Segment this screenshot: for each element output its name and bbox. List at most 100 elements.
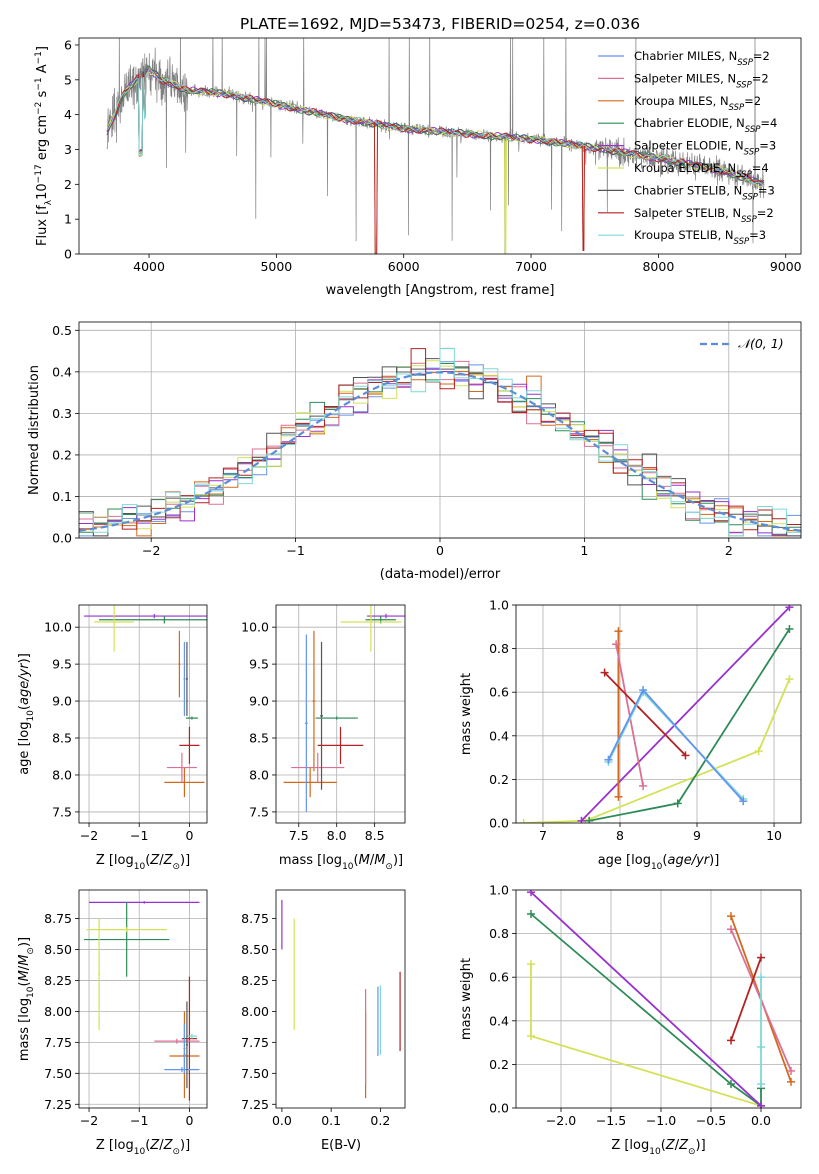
legend-entry: Salpeter MILES, NSSP=2 [634,71,769,90]
plot-area [79,348,801,537]
y-tick-label: 0.2 [489,1057,509,1072]
x-tick-label: 8 [616,828,624,843]
x-axis-label: (data-model)/error [380,567,501,582]
data-point [312,630,316,772]
data-point [317,726,364,764]
y-tick-label: 8.25 [44,973,72,988]
x-tick-label: 10 [766,828,782,843]
mass-vs-ebv-panel: 0.0 0.1 0.2 7.25 7.50 7.75 8.00 8.25 8.50 8.75 E(B… [241,889,406,1153]
mass-weight-vs-age-panel: 7 8 9 10 0.0 0.2 0.4 0.6 0.8 1.0 age [log10(age/yr… [459,598,802,872]
y-tick-label: 1.0 [489,883,509,898]
y-tick-label: 0.6 [489,685,509,700]
x-tick-label: 0.0 [272,1113,292,1128]
model-line-9 [106,69,765,187]
x-tick-label: 8.5 [365,828,385,843]
x-tick-label: −1.5 [596,1113,626,1128]
weight-marker [757,953,765,962]
x-axis-label: Z [log10(Z/Z⊙)] [96,853,190,872]
y-tick-label: 0 [64,247,72,262]
x-tick-label: 0.1 [321,1113,341,1128]
weight-marker [527,1032,535,1041]
data-point [99,616,207,624]
data-point [164,767,205,798]
legend: Chabrier MILES, NSSP=2 Salpeter MILES, NS… [598,49,777,247]
y-tick-label: 0.1 [52,489,72,504]
weight-marker [754,747,763,756]
y-tick-label: 7.50 [44,1066,72,1081]
y-tick-label: 8.50 [241,942,269,957]
data-point [186,1033,197,1039]
weight-marker [600,668,609,677]
weight-line-3 [580,606,791,822]
y-axis-label: mass weight [459,958,474,1040]
y-tick-label: 8.75 [241,911,269,926]
y-tick-label: 7.25 [44,1097,72,1112]
y-tick-label: 0.8 [489,641,509,656]
x-tick-label: −1 [130,1113,148,1128]
plot-area [283,605,405,812]
y-tick-label: 10.0 [44,620,72,635]
legend-entry: Chabrier ELODIE, NSSP=4 [634,116,777,135]
data-point [315,716,358,720]
weight-line-2 [530,913,762,1108]
y-tick-label: 8.0 [52,767,72,782]
y-tick-label: 8.5 [249,731,269,746]
weight-marker [639,781,648,790]
data-point [340,605,402,652]
y-tick-label: 7.25 [241,1097,269,1112]
y-tick-label: 0.4 [489,728,509,743]
x-tick-label: 2 [725,543,733,558]
legend-entry: Salpeter STELIB, NSSP=2 [634,206,774,225]
weight-marker [612,640,621,649]
y-tick-label: 0.5 [52,323,72,338]
x-tick-label: −2 [80,1113,98,1128]
axes-frame [515,604,802,824]
data-point [183,641,186,716]
weight-line-6 [603,671,687,757]
data-point [179,726,200,764]
y-tick-label: 7.5 [52,804,72,819]
weight-marker [757,1101,765,1108]
y-tick-label: 5 [64,72,72,87]
legend-entry: Salpeter ELODIE, NSSP=3 [634,139,776,158]
model-line-5 [106,68,765,187]
data-point [164,1067,200,1073]
data-point [291,752,345,783]
y-tick-label: 10.0 [241,620,269,635]
y-tick-label: 8.0 [249,767,269,782]
y-tick-label: 0.8 [489,926,509,941]
weight-line-3 [530,891,762,1107]
x-tick-label: −1 [286,543,304,558]
data-point [154,1038,200,1044]
data-point [183,1023,186,1074]
data-point [367,613,405,619]
normal-reference-curve [79,371,801,532]
y-tick-label: 0.0 [52,531,72,546]
y-tick-label: 0.4 [489,1013,509,1028]
axes-frame [78,37,802,255]
y-tick-label: 7.75 [241,1035,269,1050]
weight-marker [757,1042,765,1051]
x-tick-label: −1.0 [646,1113,676,1128]
x-tick-label: 9000 [770,259,802,274]
observed-spectrum-line [106,38,765,254]
plot-area [281,899,401,1099]
axes-frame [515,889,802,1109]
weight-marker [527,890,535,897]
weight-marker [727,1036,735,1045]
axes-frame [78,321,802,539]
weight-marker [681,751,690,760]
y-tick-label: 8.75 [44,911,72,926]
chart-title: PLATE=1692, MJD=53473, FIBERID=0254, z=0… [240,15,640,33]
y-tick-label: 7.5 [249,804,269,819]
weight-marker [727,912,735,921]
histogram-series-8 [79,348,801,531]
x-tick-label: 7000 [515,259,547,274]
y-tick-label: 7.75 [44,1035,72,1050]
y-tick-label: 8.25 [241,973,269,988]
residuals-panel: −2 −1 0 1 2 0.0 0.1 0.2 0.3 0.4 0.5 𝒩(0, 1) (data-mo… [27,321,802,582]
legend-entry: Chabrier STELIB, NSSP=3 [634,183,775,202]
data-point [86,927,167,933]
y-tick-label: 4 [64,107,72,122]
